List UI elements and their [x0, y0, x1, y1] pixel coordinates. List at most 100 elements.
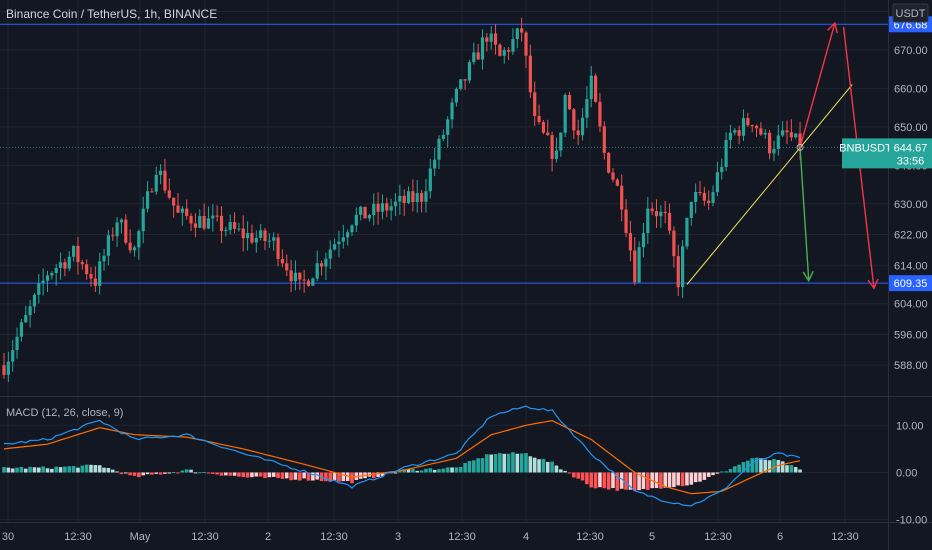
macd-histogram-bar	[315, 472, 319, 480]
candle-body	[702, 192, 706, 201]
candle-body	[128, 242, 132, 251]
time-tick-label: 12:30	[191, 531, 219, 543]
candle-body	[285, 263, 289, 271]
candle-body	[115, 222, 119, 237]
candle-body	[502, 50, 506, 56]
macd-histogram-bar	[798, 469, 802, 473]
macd-histogram-bar	[110, 469, 115, 473]
candle-body	[372, 203, 376, 216]
macd-histogram-bar	[150, 472, 154, 475]
candle-body	[433, 159, 437, 169]
macd-histogram-bar	[106, 467, 111, 473]
macd-histogram-bar	[115, 471, 119, 473]
macd-histogram-bar	[245, 472, 250, 478]
time-tick-label: 5	[649, 531, 655, 543]
macd-histogram-bar	[189, 469, 193, 473]
candle-body	[650, 208, 654, 212]
macd-histogram-bar	[324, 472, 328, 482]
candle-body	[472, 52, 476, 63]
candle-body	[333, 244, 337, 250]
level-lines	[0, 23, 888, 284]
candle-body	[93, 278, 97, 286]
macd-histogram-bar	[489, 454, 493, 473]
macd-histogram-bar	[541, 458, 546, 473]
macd-histogram-bar	[63, 466, 67, 473]
candle-body	[611, 172, 615, 180]
time-tick-label: 2	[265, 531, 271, 543]
macd-histogram-bar	[711, 472, 715, 476]
macd-tick-label: 10.00	[896, 420, 924, 432]
macd-histogram-bar	[567, 472, 572, 474]
macd-histogram-bar	[537, 459, 541, 473]
macd-histogram-bar	[441, 468, 446, 473]
candle-body	[633, 250, 637, 283]
macd-histogram-bar	[589, 472, 594, 488]
macd-histogram-bar	[663, 472, 667, 488]
candle-body	[541, 122, 545, 133]
candle-body	[185, 208, 189, 216]
macd-histogram-bar	[89, 464, 93, 473]
macd-tick-label: 0.00	[896, 467, 917, 479]
time-tick-label: 12:30	[831, 531, 859, 543]
macd-histogram-bar	[450, 467, 454, 473]
macd-histogram-bar	[58, 467, 63, 473]
candle-body	[76, 245, 80, 263]
candle-body	[572, 109, 576, 131]
macd-histogram-bar	[80, 465, 85, 473]
candle-body	[659, 211, 663, 217]
currency-button[interactable]: USDT	[892, 3, 929, 23]
candle-body	[202, 215, 206, 229]
candle-body	[776, 135, 780, 149]
macd-histogram-bar	[250, 472, 254, 478]
candle-body	[298, 272, 302, 280]
candle-body	[589, 75, 593, 100]
macd-histogram-bar	[15, 467, 19, 473]
macd-histogram-bar	[554, 465, 559, 473]
macd-histogram-bar	[741, 462, 746, 473]
candle-body	[507, 50, 511, 52]
current-price-tag	[889, 138, 932, 169]
candle-body	[346, 232, 350, 238]
candle-body	[98, 261, 102, 286]
candle-body	[594, 75, 598, 102]
macd-histogram-bar	[637, 472, 641, 491]
macd-histogram-bar	[332, 472, 337, 481]
candles	[2, 17, 802, 383]
macd-histogram-bar	[50, 468, 54, 473]
macd-histogram-bar	[776, 460, 781, 473]
candle-body	[359, 206, 363, 215]
macd-histogram-bar	[211, 472, 215, 474]
candle-body	[89, 274, 93, 279]
candle-body	[119, 219, 124, 223]
candle-body	[254, 237, 258, 243]
macd-histogram-bar	[119, 472, 124, 475]
candle-body	[428, 168, 432, 192]
candle-body	[293, 272, 298, 282]
candle-body	[515, 28, 519, 40]
candle-body	[498, 44, 502, 56]
candle-body	[424, 191, 428, 202]
macd-histogram-bar	[506, 453, 511, 473]
candle-body	[380, 203, 385, 212]
macd-histogram-bar	[341, 472, 346, 482]
macd-histogram-bar	[137, 472, 141, 478]
macd-histogram-bar	[615, 472, 620, 491]
macd-histogram-bar	[32, 467, 37, 473]
candle-body	[585, 99, 589, 118]
macd-histogram-bar	[780, 461, 785, 473]
macd-histogram-bar	[306, 472, 311, 481]
time-tick-label: 3	[395, 531, 401, 543]
macd-histogram-bar	[215, 472, 219, 475]
macd-histogram-bar	[289, 472, 293, 481]
macd-histogram-bar	[202, 471, 206, 473]
candle-body	[768, 132, 772, 154]
candle-body	[363, 206, 367, 219]
macd-title[interactable]: MACD (12, 26, close, 9)	[6, 407, 123, 419]
macd-histogram-bar	[45, 468, 50, 473]
time-axis[interactable]: 30 12:30 May 12:30 2 12:30 3 12:30 4 12:30 5 12:30 6…	[2, 531, 859, 543]
macd-histogram-bar	[406, 469, 411, 473]
macd-histogram-bar	[6, 467, 11, 473]
candle-body	[159, 170, 163, 175]
